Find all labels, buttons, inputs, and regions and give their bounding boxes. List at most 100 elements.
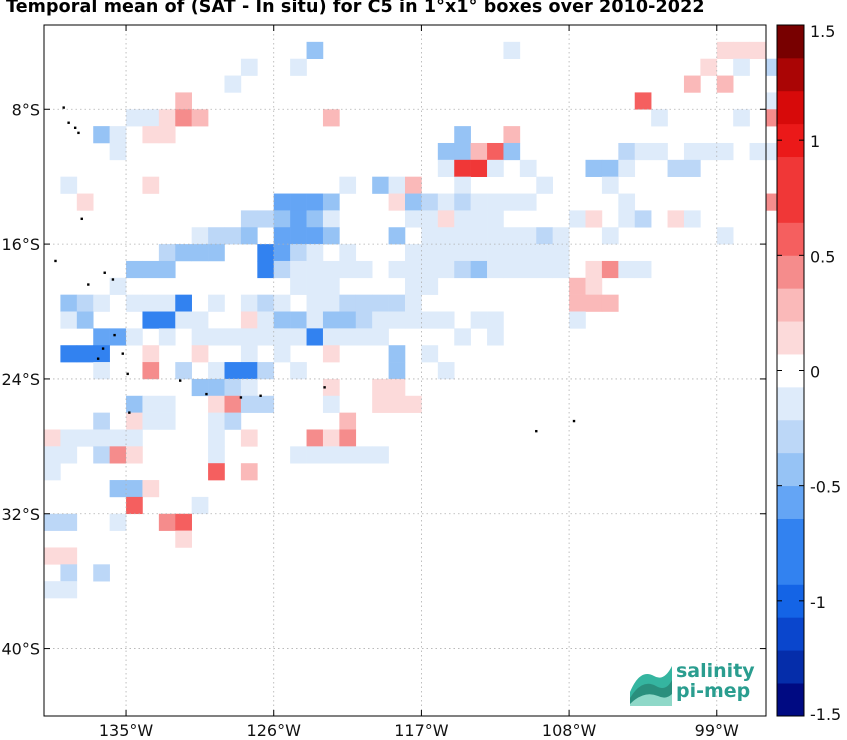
heatmap-cell: [273, 227, 291, 245]
heatmap-cell: [733, 58, 750, 76]
heatmap-cell: [487, 328, 504, 346]
heatmap-cell: [273, 345, 291, 363]
heatmap-cell: [208, 463, 225, 481]
heatmap-cell: [224, 227, 242, 245]
island-marker: [103, 271, 106, 274]
colorbar-segment: [777, 617, 804, 651]
heatmap-cell: [126, 395, 143, 413]
colorbar-segment: [777, 90, 804, 125]
heatmap-cell: [585, 260, 603, 279]
heatmap-cell: [421, 311, 439, 329]
heatmap-cell: [716, 142, 734, 161]
heatmap-cell: [322, 227, 340, 245]
heatmap-cell: [552, 244, 570, 262]
island-marker: [96, 357, 100, 360]
heatmap-cell: [306, 260, 324, 279]
heatmap-cell: [487, 260, 504, 279]
heatmap-cell: [322, 446, 340, 464]
heatmap-cell: [470, 142, 488, 161]
heatmap-cell: [454, 244, 471, 262]
heatmap-cell: [175, 294, 192, 312]
heatmap-cell: [142, 362, 160, 380]
heatmap-cell: [667, 159, 685, 177]
heatmap-cell: [44, 513, 61, 531]
heatmap-cell: [536, 176, 553, 194]
heatmap-cell: [158, 395, 176, 413]
heatmap-cell: [306, 210, 324, 228]
heatmap-cell: [158, 109, 176, 127]
heatmap-cell: [273, 311, 291, 329]
heatmap-cell: [339, 244, 357, 262]
island-marker: [80, 217, 83, 221]
heatmap-cell: [372, 294, 389, 312]
heatmap-cell: [618, 260, 636, 279]
colorbar-segment: [777, 288, 804, 322]
heatmap-cell: [503, 244, 521, 262]
heatmap-cell: [142, 109, 160, 127]
heatmap-cell: [60, 547, 78, 565]
heatmap-cell: [208, 446, 225, 464]
heatmap-cell: [126, 446, 143, 464]
heatmap-cell: [388, 311, 406, 329]
heatmap-cell: [60, 581, 78, 599]
heatmap-cell: [322, 395, 340, 413]
colorbar-tick-label: -1.5: [810, 705, 841, 724]
heatmap-cell: [208, 294, 225, 312]
heatmap-cell: [290, 277, 307, 295]
heatmap-cell: [487, 210, 504, 228]
heatmap-cell: [683, 75, 701, 93]
colorbar-segment: [777, 156, 804, 190]
heatmap-cell: [683, 142, 701, 161]
latitude-tick-label: 40°S: [1, 640, 40, 659]
heatmap-cell: [487, 142, 504, 161]
heatmap-cell: [142, 412, 160, 430]
heatmap-cell: [683, 210, 701, 228]
heatmap-cell: [44, 446, 61, 464]
heatmap-cell: [76, 345, 94, 363]
heatmap-cell: [44, 429, 61, 447]
heatmap-cell: [569, 277, 586, 295]
heatmap-cell: [421, 260, 439, 279]
heatmap-cell: [487, 244, 504, 262]
heatmap-cell: [339, 311, 357, 329]
logo-text-pimep: pi-mep: [676, 680, 751, 702]
heatmap-cell: [175, 92, 192, 110]
heatmap-cell: [60, 345, 78, 363]
heatmap-cell: [355, 311, 373, 329]
colorbar-tick-label: 1: [810, 132, 820, 151]
heatmap-cell: [109, 513, 127, 531]
heatmap-cell: [208, 362, 225, 380]
island-marker: [323, 386, 326, 389]
heatmap-cell: [470, 159, 488, 177]
heatmap-cell: [372, 328, 389, 346]
heatmap-cell: [618, 142, 636, 161]
heatmap-cell: [76, 193, 94, 211]
colorbar-segment: [777, 683, 804, 717]
logo-text-salinity: salinity: [676, 660, 755, 682]
heatmap-cell: [142, 345, 160, 363]
heatmap-cell: [487, 159, 504, 177]
heatmap-cell: [749, 142, 767, 161]
heatmap-cell: [437, 260, 455, 279]
heatmap-cell: [437, 362, 455, 380]
heatmap-cell: [224, 395, 242, 413]
heatmap-cell: [618, 193, 636, 211]
colorbar-tick-label: 1.5: [810, 22, 835, 41]
heatmap-cell: [454, 126, 471, 144]
colorbar-segment: [777, 255, 804, 289]
heatmap-cell: [290, 362, 307, 380]
island-marker: [259, 394, 262, 397]
heatmap-cell: [290, 311, 307, 329]
heatmap-cell: [405, 244, 422, 262]
heatmap-cell: [191, 311, 209, 329]
heatmap-cell: [536, 227, 553, 245]
heatmap-cell: [273, 328, 291, 346]
heatmap-cell: [240, 58, 258, 76]
heatmap-cell: [322, 311, 340, 329]
heatmap-cell: [503, 41, 521, 59]
heatmap-cell: [191, 328, 209, 346]
heatmap-cell: [421, 193, 439, 211]
heatmap-cell: [44, 581, 61, 599]
heatmap-cell: [158, 260, 176, 279]
